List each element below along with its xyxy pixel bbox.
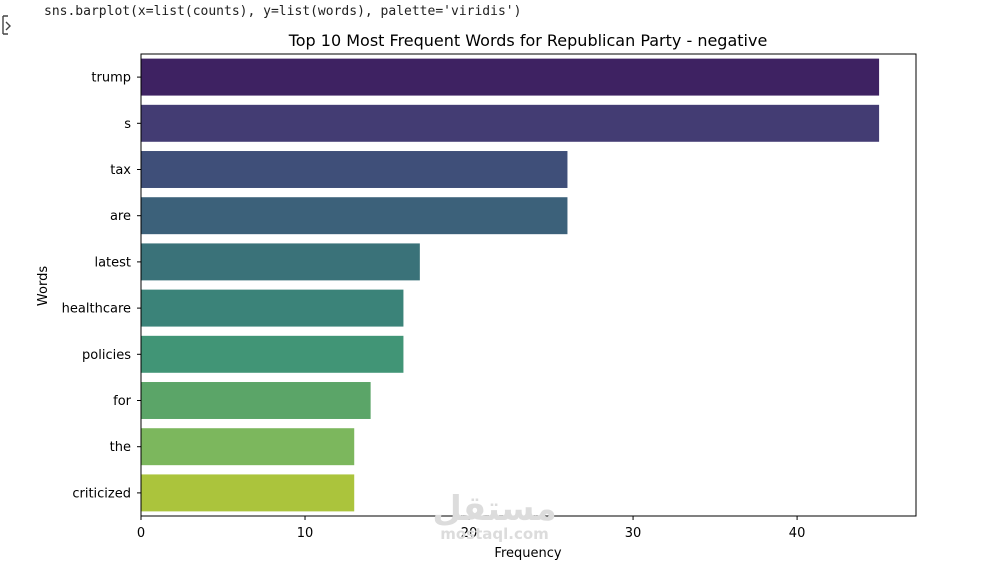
x-ticks-group: 0 10 20 30 40 [137,516,805,541]
bar-the [141,428,355,466]
x-axis-label: Frequency [494,546,561,561]
plot-frame [140,53,917,517]
bar-s [141,104,880,142]
x-tick-label: 10 [297,526,314,541]
y-tick-label: tax [110,163,131,178]
bar-trump [141,58,880,96]
y-tick-label: latest [94,255,131,270]
y-tick-label: healthcare [62,302,131,317]
bar-for [141,382,371,419]
y-axis-label: Words [36,266,51,306]
bar-tax [141,151,568,188]
bar-criticized [141,474,355,512]
y-tick-label: trump [91,71,131,86]
y-tick-label: are [110,209,131,224]
bar-healthcare [141,289,404,327]
x-tick-label: 40 [789,526,806,541]
y-tick-label: s [124,117,131,132]
bar-latest [141,243,420,281]
y-tick-label: criticized [72,486,131,501]
y-tick-label: policies [82,348,131,363]
y-tick-label: the [110,440,131,455]
y-tick-label: for [113,394,132,409]
bar-policies [141,335,404,373]
code-line: sns.barplot(x=list(counts), y=list(words… [44,4,522,19]
chart-title: Top 10 Most Frequent Words for Republica… [288,31,768,50]
bars-group [141,58,880,512]
y-ticks-group: trump s tax are latest healthcare policies for t… [62,71,141,501]
x-tick-label: 20 [461,526,478,541]
bar-are [141,197,568,235]
x-tick-label: 30 [625,526,642,541]
output-toggle-icon[interactable] [0,14,14,36]
x-tick-label: 0 [137,526,145,541]
